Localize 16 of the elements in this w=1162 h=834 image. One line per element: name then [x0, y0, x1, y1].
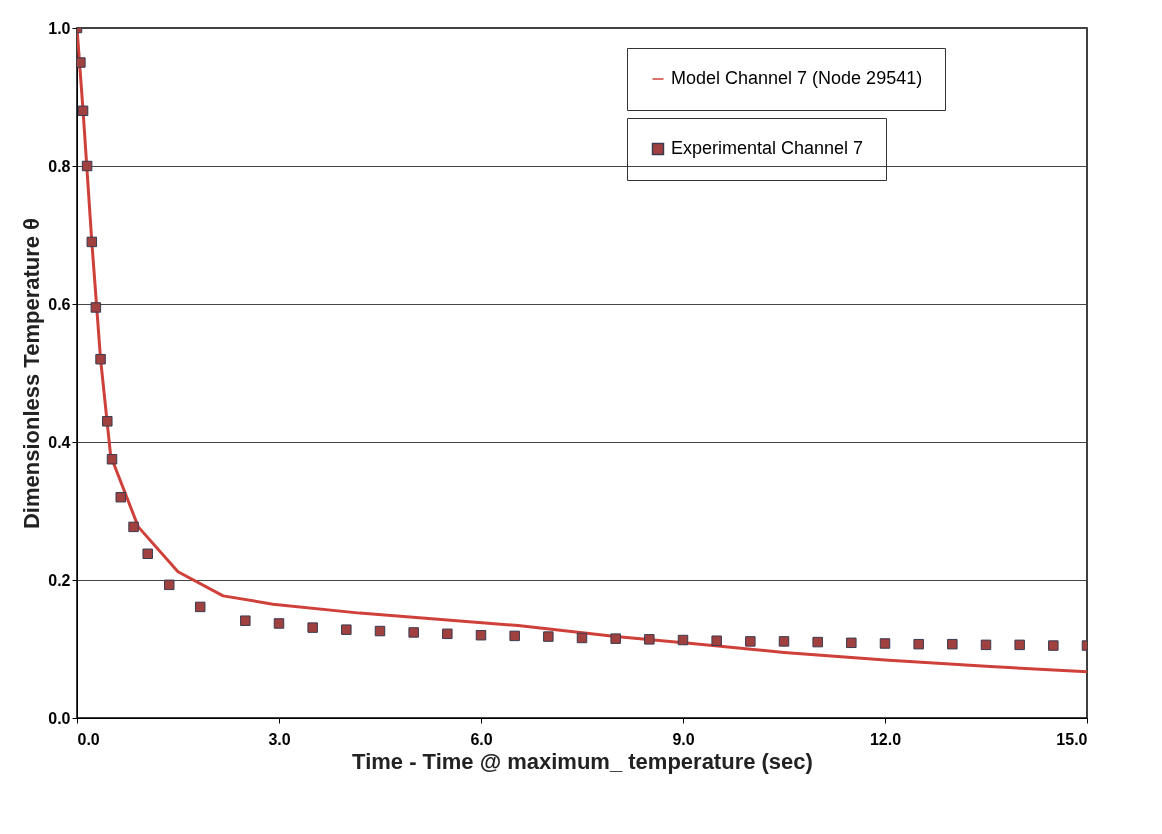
y-tick-label: 0.0 [48, 709, 71, 727]
x-tick-label: 0.0 [77, 730, 100, 748]
legend-label: Model Channel 7 (Node 29541) [671, 68, 923, 88]
y-axis-title: Dimensionless Temperature θ [19, 217, 45, 530]
y-tick-label: 1.0 [48, 19, 71, 37]
x-tick-label: 9.0 [672, 730, 695, 748]
x-tick-label: 12.0 [869, 730, 902, 748]
y-tick-label: 0.2 [48, 571, 71, 589]
x-tick-label: 3.0 [268, 730, 291, 748]
y-tick-label: 0.6 [48, 295, 71, 313]
x-tick-label: 15.0 [1056, 730, 1088, 748]
y-tick-label: 0.4 [48, 433, 71, 451]
y-tick-label: 0.8 [48, 157, 71, 175]
x-axis-title: Time - Time @ maximum_ temperature (sec) [352, 748, 813, 774]
x-tick-label: 6.0 [470, 730, 493, 748]
legend-label: Experimental Channel 7 [671, 138, 864, 158]
